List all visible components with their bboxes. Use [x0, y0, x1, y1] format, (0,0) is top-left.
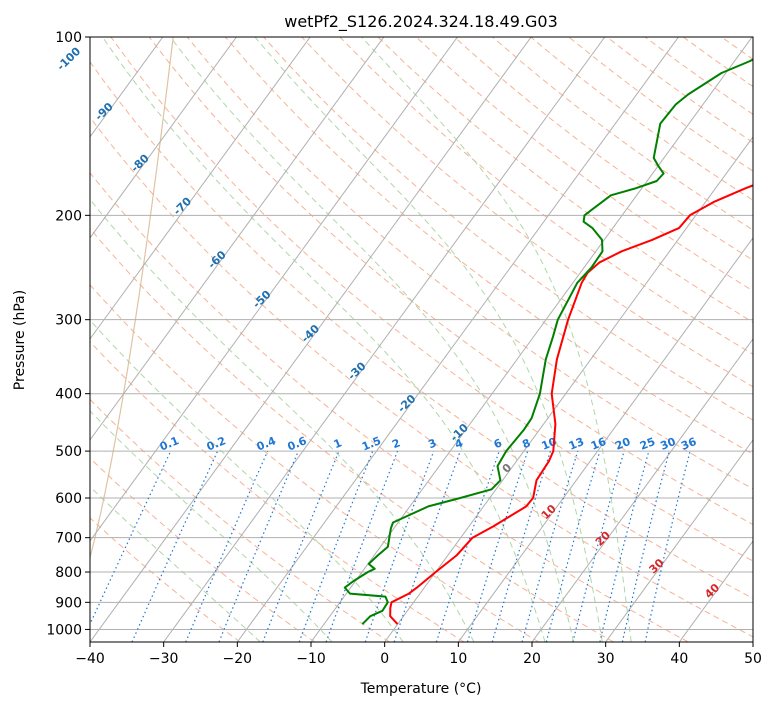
mixing-ratio-line: [545, 450, 601, 642]
y-tick-label: 300: [55, 313, 82, 329]
moist-adiabat-line: [90, 198, 475, 642]
mixing-ratio-line: [90, 450, 172, 626]
isotherm-line: [457, 237, 753, 642]
dry-adiabat-line: [90, 284, 540, 642]
y-tick-label: 900: [55, 595, 82, 611]
y-axis-title: Pressure (hPa): [12, 290, 28, 390]
dry-adiabat-line: [415, 37, 753, 292]
mixing-ratio-label: 20: [613, 435, 632, 453]
y-tick-label: 500: [55, 444, 82, 460]
dewpoint-profile-line: [343, 58, 753, 625]
isotherm-line: [90, 37, 458, 542]
isotherm-line: [236, 37, 679, 642]
x-axis: −40 −30 −20 −10 0 10 20 30 40 50: [75, 642, 762, 667]
x-tick-label: −20: [223, 651, 253, 667]
x-tick-label: −30: [149, 651, 179, 667]
y-tick-label: 1000: [46, 622, 82, 638]
mixing-ratio-line: [393, 450, 461, 642]
moist-adiabat-line: [102, 37, 546, 642]
x-tick-label: 30: [597, 651, 615, 667]
background-lines: [90, 37, 753, 642]
chart-title: wetPf2_S126.2024.324.18.49.G03: [284, 12, 558, 32]
isotherm-line: [163, 37, 606, 642]
mixing-ratio-line: [491, 450, 551, 642]
y-tick-label: 800: [55, 565, 82, 581]
y-tick-label: 200: [55, 208, 82, 224]
mixing-ratio-label: 13: [567, 435, 586, 453]
moist-adiabat-line: [90, 410, 333, 642]
isotherm-line: [90, 37, 311, 340]
mixing-ratio-label: 36: [679, 435, 698, 453]
isotherm-line: [605, 439, 753, 642]
moist-adiabat-line: [90, 319, 404, 642]
mixing-ratio-label: 3: [426, 436, 438, 451]
dry-adiabat-line: [148, 37, 753, 526]
isotherm-line: [90, 37, 237, 239]
x-tick-label: 40: [670, 651, 688, 667]
dry-adiabat-line: [90, 116, 753, 638]
dry-adiabat-line: [90, 172, 689, 642]
y-tick-label: 700: [55, 531, 82, 547]
plot-frame: [89, 36, 754, 643]
moist-adiabat-line: [254, 37, 603, 642]
mixing-ratio-line: [466, 450, 529, 642]
mixing-ratio-line: [262, 450, 340, 642]
isotherm-line: [384, 136, 753, 642]
x-axis-title: Temperature (°C): [360, 681, 482, 697]
reference-curve: [90, 37, 174, 560]
moist-adiabat-line: [90, 485, 261, 642]
mixing-ratio-label: 8: [520, 436, 532, 451]
dry-adiabat-line: [90, 61, 753, 600]
mixing-ratio-label: 25: [638, 435, 657, 453]
x-tick-label: −10: [296, 651, 326, 667]
mixing-ratio-label: 2: [390, 436, 402, 451]
x-tick-label: −40: [75, 651, 105, 667]
dry-adiabat-line: [225, 37, 753, 455]
mixing-ratio-line: [435, 450, 500, 642]
sounding-profiles: [343, 58, 753, 625]
dry-adiabat-line: [377, 37, 753, 323]
x-tick-label: 20: [523, 651, 541, 667]
moist-adiabat-line: [361, 37, 632, 642]
x-tick-label: 10: [449, 651, 467, 667]
y-axis: 1000 900 800 700 600 500 400 300 200 100: [46, 30, 90, 638]
dry-adiabat-line: [90, 227, 614, 642]
dry-adiabat-line: [90, 398, 390, 642]
mixing-ratio-label: 16: [589, 435, 608, 453]
temperature-profile-line: [389, 184, 753, 625]
y-tick-label: 400: [55, 387, 82, 403]
mixing-ratio-line: [521, 450, 579, 642]
mixing-ratio-line: [298, 450, 374, 642]
x-tick-label: 50: [744, 651, 762, 667]
mixing-ratio-label: 30: [658, 435, 677, 453]
mixing-ratio-label: 1: [332, 436, 344, 451]
dry-adiabat-line: [110, 37, 753, 562]
dry-adiabat-line: [186, 37, 753, 490]
y-tick-label: 600: [55, 491, 82, 507]
isotherm-line: [90, 37, 532, 642]
x-tick-label: 0: [380, 651, 389, 667]
moist-adiabat-line: [170, 37, 575, 642]
isotherm-line: [310, 37, 753, 642]
isotherm-line: [90, 37, 385, 441]
y-tick-label: 100: [55, 30, 82, 46]
dry-adiabat-line: [90, 457, 315, 642]
